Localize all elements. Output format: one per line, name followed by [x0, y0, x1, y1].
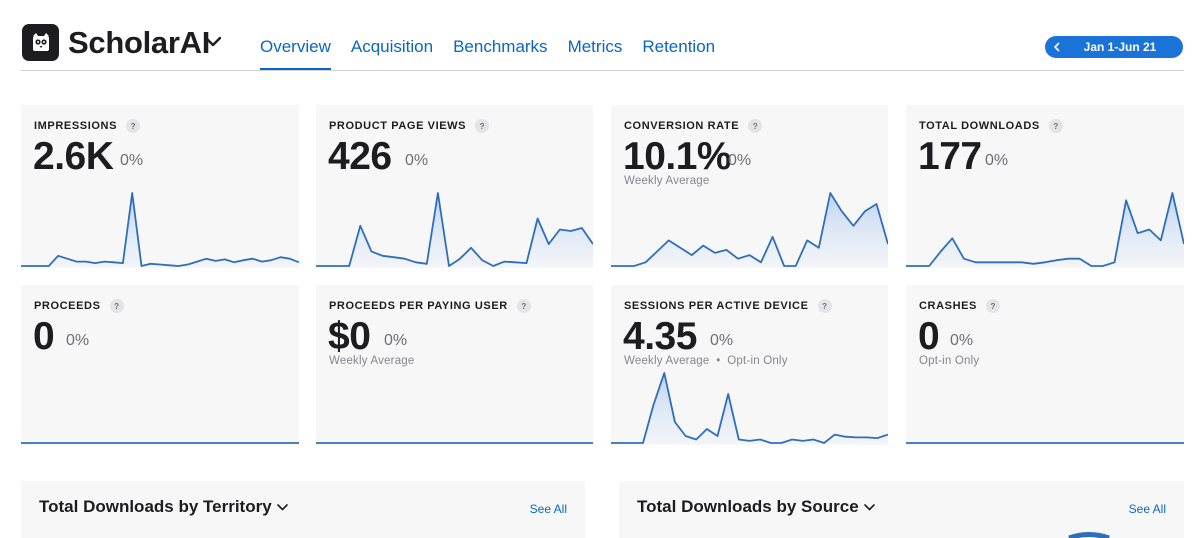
metric-value: 0	[918, 315, 940, 358]
sparkline-chart	[316, 442, 593, 444]
metric-change: 0%	[384, 332, 408, 349]
panel-title[interactable]: Total Downloads by Territory	[39, 497, 289, 517]
tab-bar: Overview Acquisition Benchmarks Metrics …	[260, 36, 735, 70]
help-icon[interactable]: ?	[748, 119, 763, 133]
metric-value: 4.35	[623, 315, 697, 358]
sparkline-area	[316, 193, 593, 266]
chevron-down-icon[interactable]	[863, 501, 876, 514]
owl-logo-icon	[32, 32, 49, 51]
metric-change: 0%	[728, 152, 752, 169]
panel-downloads-by-source: Total Downloads by Source See All	[619, 481, 1184, 538]
metric-change: 0%	[710, 332, 734, 349]
sparkline-line	[21, 192, 299, 267]
metric-card-proceeds[interactable]: PROCEEDS? 0 0%	[21, 285, 299, 445]
metric-title: IMPRESSIONS?	[34, 119, 141, 133]
app-title[interactable]: ScholarAI	[68, 25, 211, 60]
metric-value: 0	[33, 315, 55, 358]
metric-value: 10.1%	[623, 135, 732, 178]
donut-chart-edge	[1068, 532, 1110, 538]
chevron-down-icon[interactable]	[203, 32, 223, 52]
metric-value: 426	[328, 135, 392, 178]
panel-downloads-by-territory: Total Downloads by Territory See All	[21, 481, 585, 538]
metric-change: 0%	[985, 152, 1009, 169]
sparkline-area	[611, 373, 888, 443]
metric-title: PROCEEDS?	[34, 299, 124, 313]
header-divider	[20, 70, 1184, 71]
sparkline-chart	[906, 442, 1184, 444]
date-range-label: Jan 1-Jun 21	[1083, 40, 1157, 54]
tab-overview[interactable]: Overview	[260, 36, 331, 70]
help-icon[interactable]: ?	[475, 119, 490, 133]
tab-benchmarks[interactable]: Benchmarks	[453, 37, 548, 56]
tab-metrics[interactable]: Metrics	[567, 37, 623, 56]
panel-title[interactable]: Total Downloads by Source	[637, 497, 876, 517]
metric-card-impressions[interactable]: IMPRESSIONS? 2.6K 0%	[21, 105, 299, 268]
help-icon[interactable]: ?	[516, 299, 531, 313]
metric-subtitle: Weekly Average • Opt-in Only	[624, 355, 788, 367]
metric-subtitle: Weekly Average	[624, 175, 710, 187]
sparkline-chart	[611, 372, 888, 444]
tab-retention[interactable]: Retention	[642, 37, 716, 56]
metric-subtitle: Opt-in Only	[919, 355, 980, 367]
metric-title: SESSIONS PER ACTIVE DEVICE?	[624, 299, 832, 313]
metric-title: CRASHES?	[919, 299, 1000, 313]
help-icon[interactable]: ?	[1048, 119, 1063, 133]
see-all-link[interactable]: See All	[1128, 502, 1166, 516]
sparkline-chart	[906, 192, 1184, 267]
metric-title: PROCEEDS PER PAYING USER?	[329, 299, 531, 313]
sparkline-chart	[21, 442, 299, 444]
sparkline-area	[906, 193, 1184, 266]
sparkline-area	[611, 193, 888, 266]
metric-change: 0%	[120, 152, 144, 169]
sparkline-chart	[21, 192, 299, 267]
sparkline-line	[316, 192, 593, 267]
tab-acquisition[interactable]: Acquisition	[350, 37, 434, 56]
help-icon[interactable]: ?	[109, 299, 124, 313]
metric-card-product-page-views[interactable]: PRODUCT PAGE VIEWS? 426 0%	[316, 105, 593, 268]
chevron-down-icon[interactable]	[276, 501, 289, 514]
metric-card-total-downloads[interactable]: TOTAL DOWNLOADS? 177 0%	[906, 105, 1184, 268]
sparkline-chart	[316, 192, 593, 267]
header: ScholarAI Overview Acquisition Benchmark…	[0, 0, 1200, 71]
metric-change: 0%	[950, 332, 974, 349]
metric-title: PRODUCT PAGE VIEWS?	[329, 119, 490, 133]
app-icon[interactable]	[22, 24, 59, 61]
help-icon[interactable]: ?	[986, 299, 1000, 313]
sparkline-line	[611, 192, 888, 267]
metric-card-proceeds-per-paying-user[interactable]: PROCEEDS PER PAYING USER? $0 0% Weekly A…	[316, 285, 593, 445]
see-all-link[interactable]: See All	[529, 502, 567, 516]
help-icon[interactable]: ?	[126, 119, 141, 133]
metric-change: 0%	[66, 332, 90, 349]
sparkline-area	[21, 193, 299, 266]
metric-change: 0%	[405, 152, 429, 169]
metric-title: TOTAL DOWNLOADS?	[919, 119, 1063, 133]
metric-title: CONVERSION RATE?	[624, 119, 763, 133]
sparkline-line	[611, 372, 888, 444]
sparkline-line	[906, 192, 1184, 267]
help-icon[interactable]: ?	[817, 299, 832, 313]
metric-subtitle: Weekly Average	[329, 355, 415, 367]
metric-value: $0	[328, 315, 371, 358]
metric-value: 2.6K	[33, 135, 114, 178]
metric-card-sessions-per-active-device[interactable]: SESSIONS PER ACTIVE DEVICE? 4.35 0% Week…	[611, 285, 888, 445]
chevron-left-icon[interactable]	[1045, 42, 1069, 52]
sparkline-chart	[611, 192, 888, 267]
metric-card-crashes[interactable]: CRASHES? 0 0% Opt-in Only	[906, 285, 1184, 445]
metric-card-conversion-rate[interactable]: CONVERSION RATE? 10.1% 0% Weekly Average	[611, 105, 888, 268]
metric-value: 177	[918, 135, 982, 178]
date-range-selector[interactable]: Jan 1-Jun 21	[1045, 36, 1183, 58]
